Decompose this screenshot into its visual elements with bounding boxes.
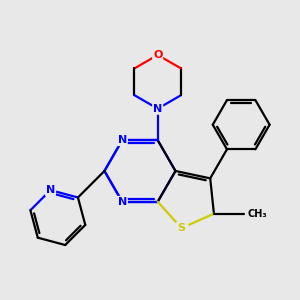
Text: N: N bbox=[46, 185, 55, 195]
Circle shape bbox=[153, 50, 163, 60]
Circle shape bbox=[174, 221, 189, 235]
Circle shape bbox=[117, 135, 127, 145]
Text: N: N bbox=[153, 103, 162, 114]
Text: O: O bbox=[153, 50, 162, 60]
Text: CH₃: CH₃ bbox=[248, 209, 267, 219]
Circle shape bbox=[45, 185, 56, 195]
Text: N: N bbox=[118, 197, 127, 207]
Circle shape bbox=[153, 103, 163, 114]
Text: S: S bbox=[178, 223, 185, 233]
Circle shape bbox=[117, 196, 127, 207]
Text: N: N bbox=[118, 135, 127, 145]
